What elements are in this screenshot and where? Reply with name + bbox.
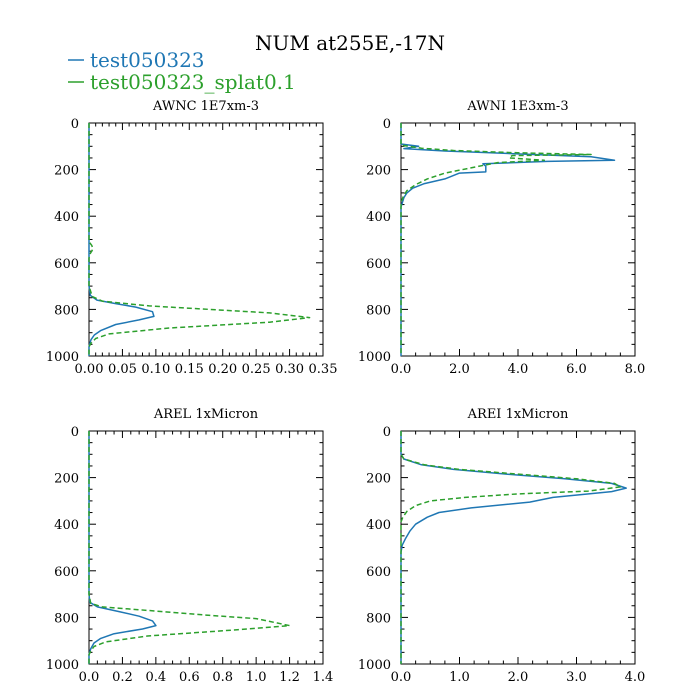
y-tick-label: 0	[71, 117, 79, 132]
x-tick-label: 0.35	[309, 362, 338, 377]
y-tick-label: 1000	[46, 350, 79, 365]
y-tick-label: 800	[366, 303, 391, 318]
x-tick-label: 0.6	[179, 670, 200, 685]
panel-3: AREL 1xMicron 0.0 0.2 0.4 0.6 0.8 1.0 1.2 1.4 0 20…	[46, 407, 333, 685]
panel-frame	[88, 430, 324, 665]
y-tick-label: 200	[366, 472, 391, 487]
y-tick-label: 0	[71, 425, 79, 440]
legend: test050323 test050323_splat0.1	[68, 48, 296, 94]
panel-1: AWNC 1E7xm-3 0.00 0.05 0.10 0.15 0.20 0.25 0.30…	[46, 99, 338, 377]
x-tick-label: 2.0	[449, 362, 470, 377]
panel-title: AWNI 1E3xm-3	[466, 99, 568, 114]
x-tick-label: 0.0	[391, 670, 412, 685]
panel-4: AREI 1xMicron 0.0 1.0 2.0 3.0 4.0 0 200 400 600 80…	[358, 407, 645, 685]
y-tick-label: 400	[54, 210, 79, 225]
y-tick-label: 600	[54, 257, 79, 272]
y-tick-label: 0	[383, 425, 391, 440]
panel-frame	[400, 430, 636, 665]
x-tick-label: 0.15	[175, 362, 204, 377]
x-tick-label: 0.4	[146, 670, 167, 685]
panel-title: AWNC 1E7xm-3	[152, 99, 259, 114]
panel-frame	[88, 122, 324, 357]
y-tick-label: 1000	[46, 658, 79, 673]
y-tick-label: 0	[383, 117, 391, 132]
y-tick-label: 600	[366, 257, 391, 272]
y-tick-label: 1000	[358, 350, 391, 365]
x-tick-label: 0.2	[112, 670, 133, 685]
y-tick-label: 800	[54, 611, 79, 626]
series-line-2	[400, 431, 622, 664]
x-tick-label: 0.0	[79, 670, 100, 685]
y-tick-label: 200	[54, 472, 79, 487]
x-tick-label: 6.0	[566, 362, 587, 377]
panel-2: AWNI 1E3xm-3 0.0 2.0 4.0 6.0 8.0 0 200 400 600 800…	[358, 99, 645, 377]
series-line-1	[88, 123, 155, 356]
x-tick-label: 4.0	[508, 362, 529, 377]
x-tick-label: 4.0	[625, 670, 646, 685]
x-tick-label: 1.0	[449, 670, 470, 685]
series-line-1	[400, 123, 616, 356]
y-tick-label: 800	[366, 611, 391, 626]
y-tick-label: 1000	[358, 658, 391, 673]
x-tick-label: 1.2	[279, 670, 300, 685]
series-line-1	[88, 431, 157, 664]
y-tick-label: 200	[54, 164, 79, 179]
x-tick-label: 0.30	[275, 362, 304, 377]
series-line-2	[88, 123, 311, 356]
x-tick-label: 0.20	[208, 362, 237, 377]
series-line-2	[88, 431, 291, 664]
chart-title: NUM at255E,-17N	[255, 31, 445, 55]
x-tick-label: 8.0	[625, 362, 646, 377]
x-tick-label: 1.0	[246, 670, 267, 685]
x-tick-label: 0.00	[75, 362, 104, 377]
y-tick-label: 600	[366, 565, 391, 580]
series-line-2	[400, 123, 592, 356]
panel-title: AREI 1xMicron	[467, 407, 569, 422]
x-tick-label: 0.25	[242, 362, 271, 377]
y-tick-label: 800	[54, 303, 79, 318]
x-tick-label: 2.0	[508, 670, 529, 685]
y-tick-label: 400	[366, 210, 391, 225]
x-tick-label: 1.4	[313, 670, 334, 685]
legend-label-series2: test050323_splat0.1	[90, 70, 296, 94]
x-tick-label: 0.05	[108, 362, 137, 377]
x-tick-label: 0.0	[391, 362, 412, 377]
panel-title: AREL 1xMicron	[153, 407, 259, 422]
y-tick-label: 600	[54, 565, 79, 580]
x-tick-label: 0.10	[141, 362, 170, 377]
y-tick-label: 200	[366, 164, 391, 179]
x-tick-label: 0.8	[212, 670, 233, 685]
x-tick-label: 3.0	[566, 670, 587, 685]
y-tick-label: 400	[54, 518, 79, 533]
legend-label-series1: test050323	[90, 48, 205, 72]
y-tick-label: 400	[366, 518, 391, 533]
